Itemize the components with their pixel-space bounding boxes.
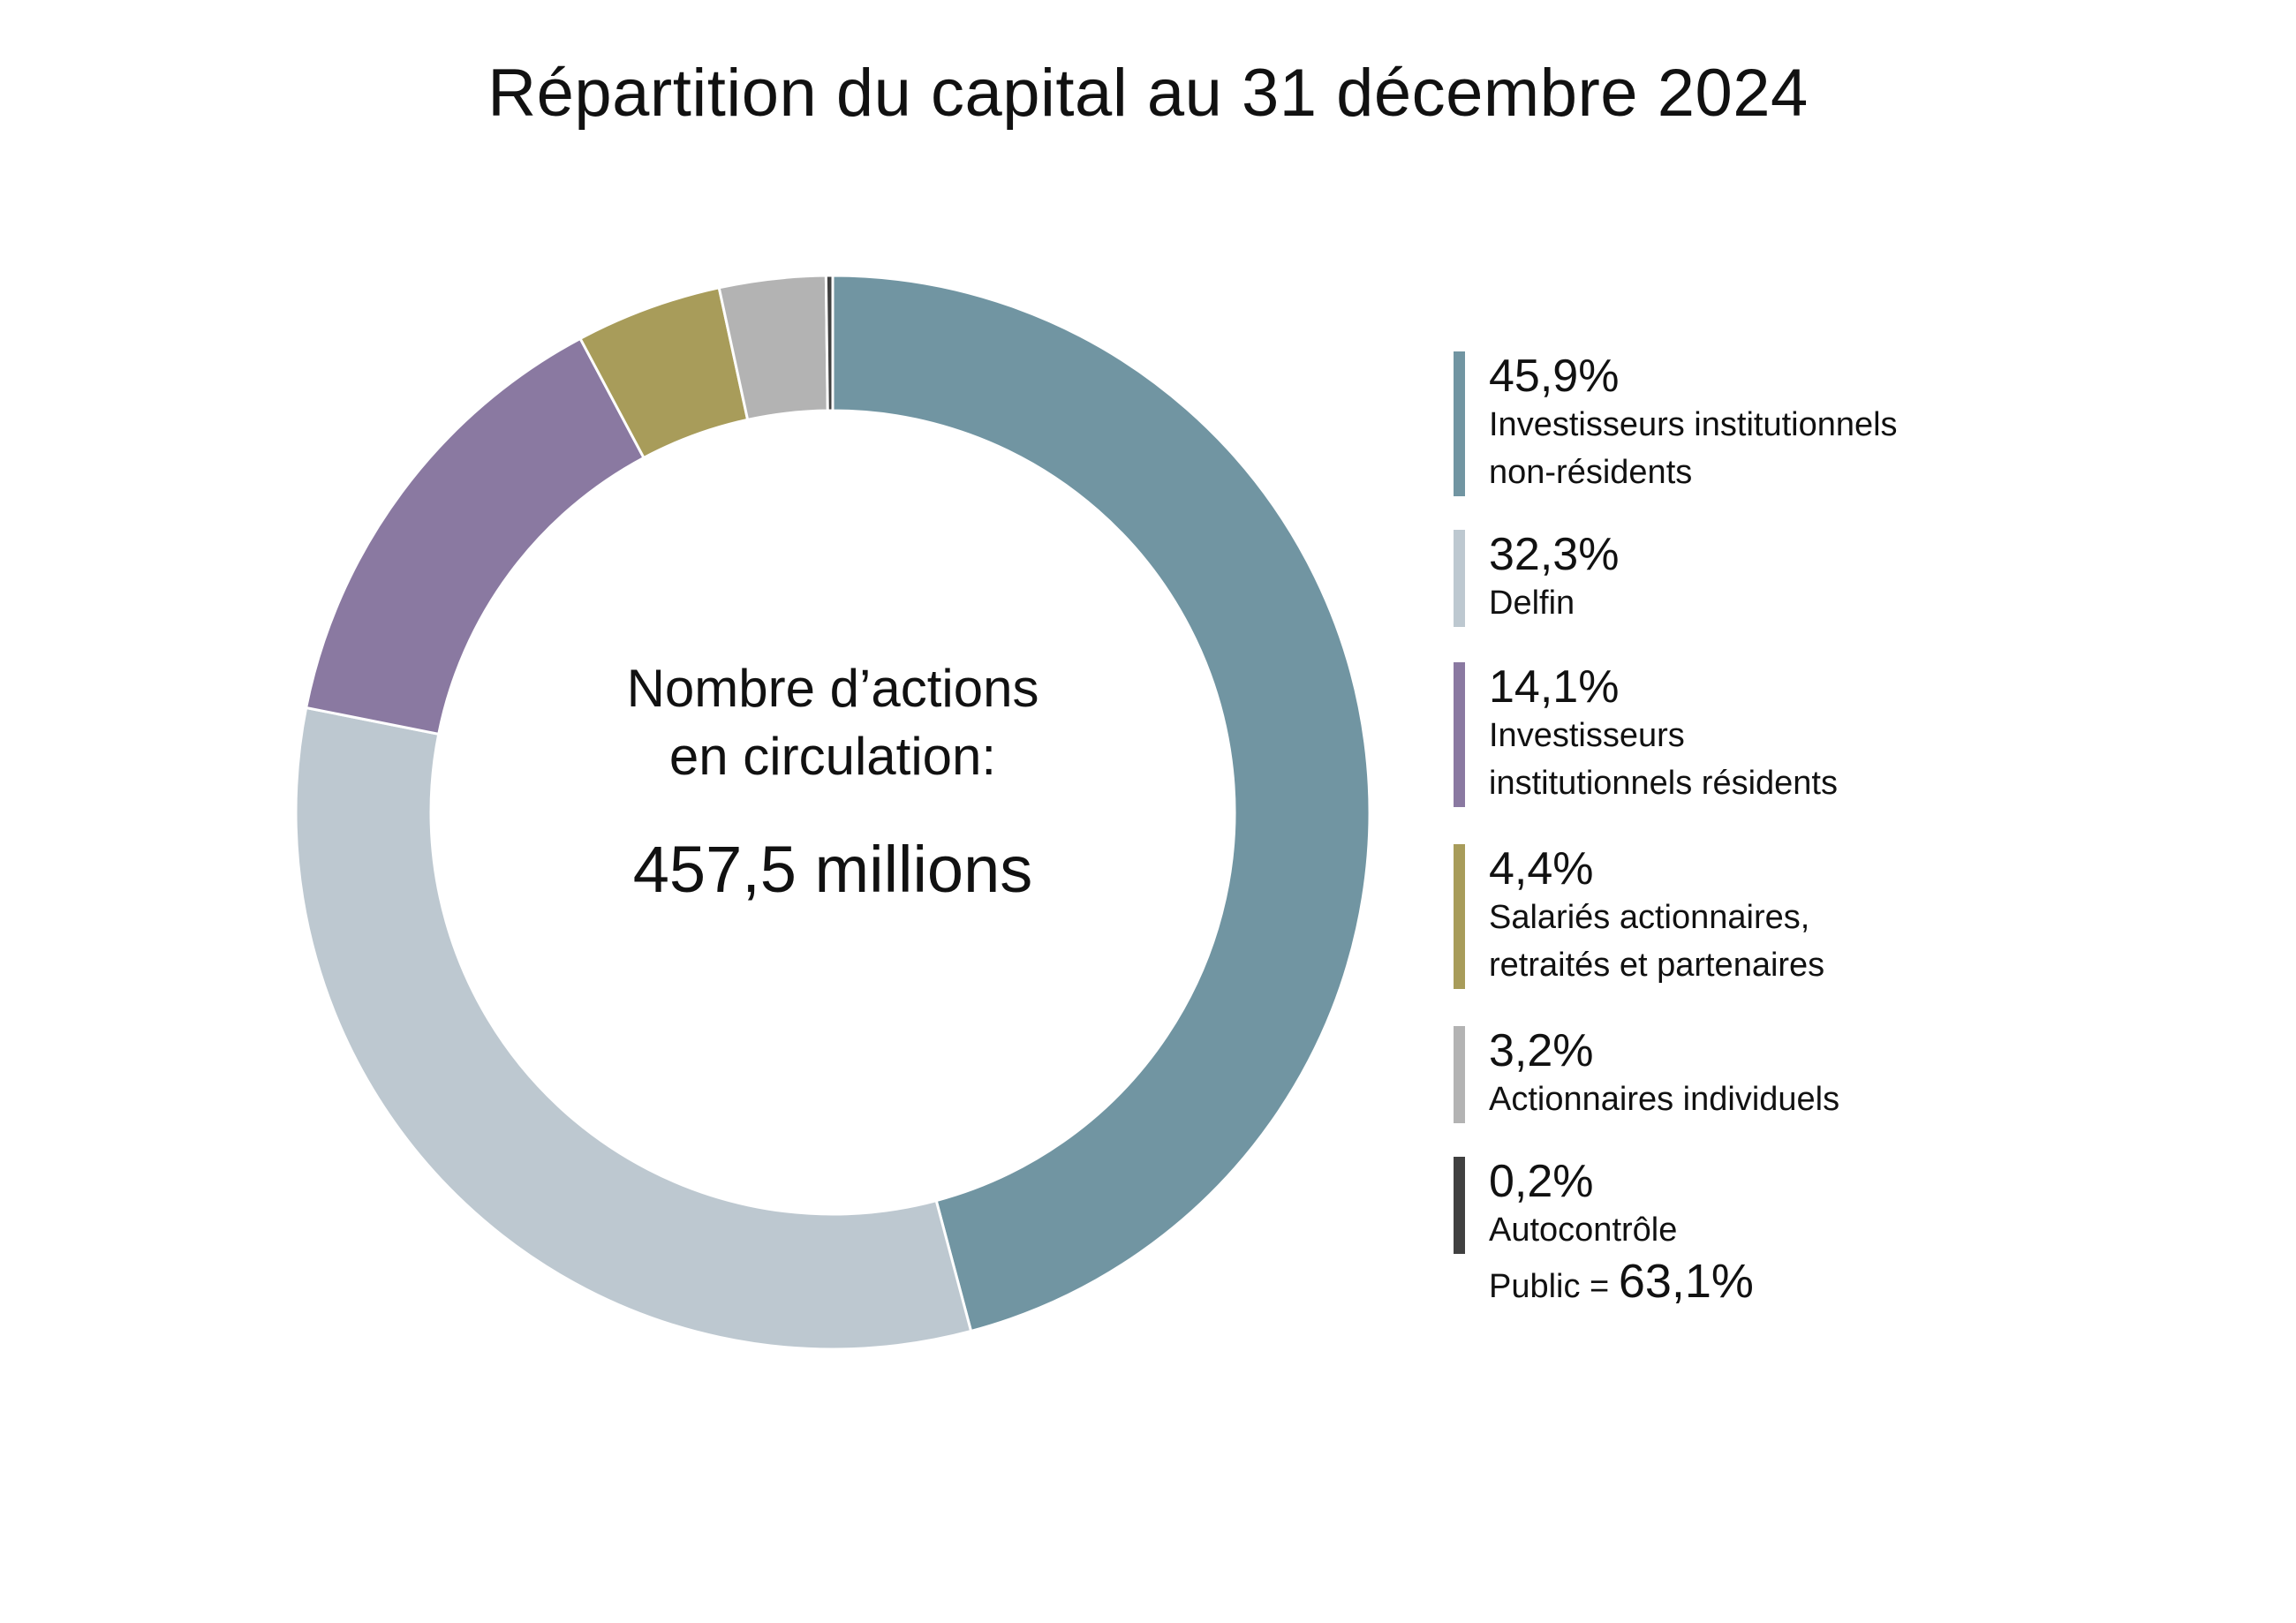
center-line-1: Nombre d’actions <box>627 659 1039 718</box>
legend-percent: 3,2% <box>1489 1025 1594 1076</box>
public-value: 63,1% <box>1618 1255 1754 1308</box>
chart-title: Répartition du capital au 31 décembre 20… <box>487 56 1809 131</box>
legend-label: Investisseurs institutionnels non-réside… <box>1489 406 1898 491</box>
center-line-2: en circulation: <box>669 727 996 786</box>
legend-percent: 45,9% <box>1489 351 1620 402</box>
legend-percent: 4,4% <box>1489 843 1594 895</box>
legend-label: Autocontrôle <box>1489 1212 1678 1249</box>
legend-label: Investisseurs institutionnels résidents <box>1489 717 1838 802</box>
legend-swatch <box>1454 1026 1465 1123</box>
legend-percent: 32,3% <box>1489 529 1620 580</box>
donut-slices <box>294 274 1371 1351</box>
legend-item-resident-institutional: 14,1% Investisseurs institutionnels rési… <box>1454 662 2248 807</box>
legend-item-individual-shareholders: 3,2% Actionnaires individuels <box>1454 1026 2248 1123</box>
legend-item-employee-shareholders: 4,4% Salariés actionnaires, retraités et… <box>1454 844 2248 989</box>
legend: 45,9% Investisseurs institutionnels non-… <box>1454 351 2248 1254</box>
slice-resident-institutional <box>304 336 646 736</box>
legend-percent: 14,1% <box>1489 661 1620 713</box>
public-float: Public = 63,1% <box>1489 1254 1754 1309</box>
legend-swatch <box>1454 662 1465 807</box>
legend-swatch <box>1454 351 1465 496</box>
legend-swatch <box>1454 844 1465 989</box>
legend-item-treasury-shares: 0,2% Autocontrôle <box>1454 1157 2248 1254</box>
slice-delfin <box>294 706 973 1351</box>
legend-percent: 0,2% <box>1489 1156 1594 1207</box>
legend-swatch <box>1454 1157 1465 1254</box>
legend-item-delfin: 32,3% Delfin <box>1454 530 2248 627</box>
public-label: Public = <box>1489 1268 1610 1305</box>
slice-non-resident-institutional <box>831 274 1371 1333</box>
slice-treasury-shares <box>824 274 835 412</box>
legend-label: Delfin <box>1489 585 1575 622</box>
legend-label: Salariés actionnaires, retraités et part… <box>1489 899 1825 984</box>
legend-label: Actionnaires individuels <box>1489 1081 1840 1118</box>
legend-item-non-resident-institutional: 45,9% Investisseurs institutionnels non-… <box>1454 351 2248 496</box>
center-value: 457,5 millions <box>633 833 1032 906</box>
legend-swatch <box>1454 530 1465 627</box>
